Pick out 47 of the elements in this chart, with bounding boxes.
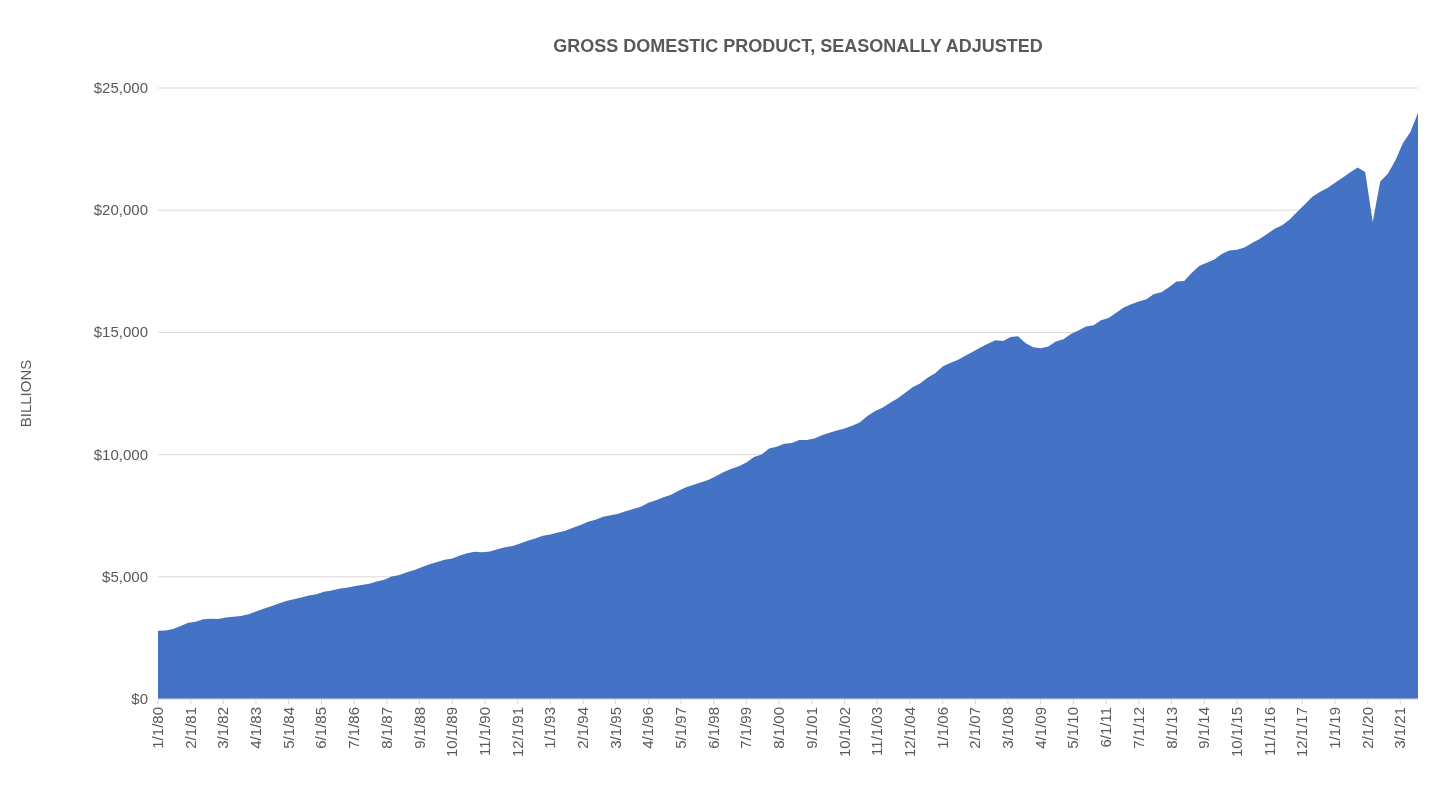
x-tick-label: 12/1/17	[1293, 707, 1311, 758]
x-tick-label: 5/1/84	[279, 707, 297, 749]
x-tick-label: 3/1/95	[606, 707, 624, 749]
x-tick-label: 8/1/00	[770, 707, 788, 749]
x-tick-label: 2/1/81	[181, 707, 199, 749]
x-tick-label: 1/1/19	[1326, 707, 1344, 749]
x-tick-label: 1/1/80	[149, 707, 166, 749]
x-tick-label: 3/1/82	[214, 707, 232, 749]
x-tick-label: 2/1/20	[1358, 707, 1376, 749]
x-tick-label: 5/1/10	[1064, 707, 1082, 749]
x-tick-label: 2/1/07	[966, 707, 984, 749]
x-tick-label: 4/1/09	[1031, 707, 1049, 749]
x-tick-label: 5/1/97	[672, 707, 690, 749]
y-tick-label: $15,000	[93, 323, 148, 341]
x-tick-label: 3/1/21	[1391, 707, 1409, 749]
x-tick-label: 9/1/88	[410, 707, 428, 749]
x-tick-label: 8/1/13	[1162, 707, 1180, 749]
x-tick-label: 9/1/01	[802, 707, 820, 749]
x-tick-label: 6/1/11	[1097, 707, 1115, 748]
x-tick-label: 7/1/86	[345, 707, 363, 749]
y-tick-label: $20,000	[93, 201, 148, 219]
x-tick-label: 3/1/08	[999, 707, 1016, 749]
x-tick-label: 11/1/03	[868, 707, 886, 756]
x-tick-label: 10/1/15	[1227, 707, 1245, 758]
chart-title: GROSS DOMESTIC PRODUCT, SEASONALLY ADJUSTED	[553, 36, 1043, 56]
x-tick-label: 4/1/96	[639, 707, 657, 749]
x-tick-label: 9/1/14	[1195, 707, 1213, 749]
x-tick-label: 6/1/98	[704, 707, 722, 749]
x-tick-label: 8/1/87	[377, 707, 395, 749]
y-tick-label: $0	[131, 690, 148, 707]
x-tick-label: 1/1/93	[541, 707, 559, 749]
x-tick-label: 11/1/16	[1260, 707, 1278, 756]
x-tick-label: 2/1/94	[574, 707, 592, 749]
x-tick-label: 1/1/06	[933, 707, 951, 749]
x-tick-label: 4/1/83	[247, 707, 264, 749]
x-tick-label: 7/1/99	[737, 707, 755, 749]
x-tick-label: 10/1/89	[443, 707, 461, 758]
x-tick-label: 12/1/04	[901, 707, 918, 758]
x-tick-label: 11/1/90	[475, 707, 493, 756]
y-axis-title: BILLIONS	[17, 359, 34, 428]
x-tick-label: 12/1/91	[508, 707, 526, 758]
x-tick-label: 10/1/02	[835, 707, 853, 758]
y-tick-label: $25,000	[93, 79, 148, 96]
x-tick-label: 7/1/12	[1129, 707, 1147, 749]
y-tick-label: $5,000	[102, 567, 148, 585]
y-tick-label: $10,000	[93, 445, 148, 463]
x-tick-label: 6/1/85	[312, 707, 330, 749]
